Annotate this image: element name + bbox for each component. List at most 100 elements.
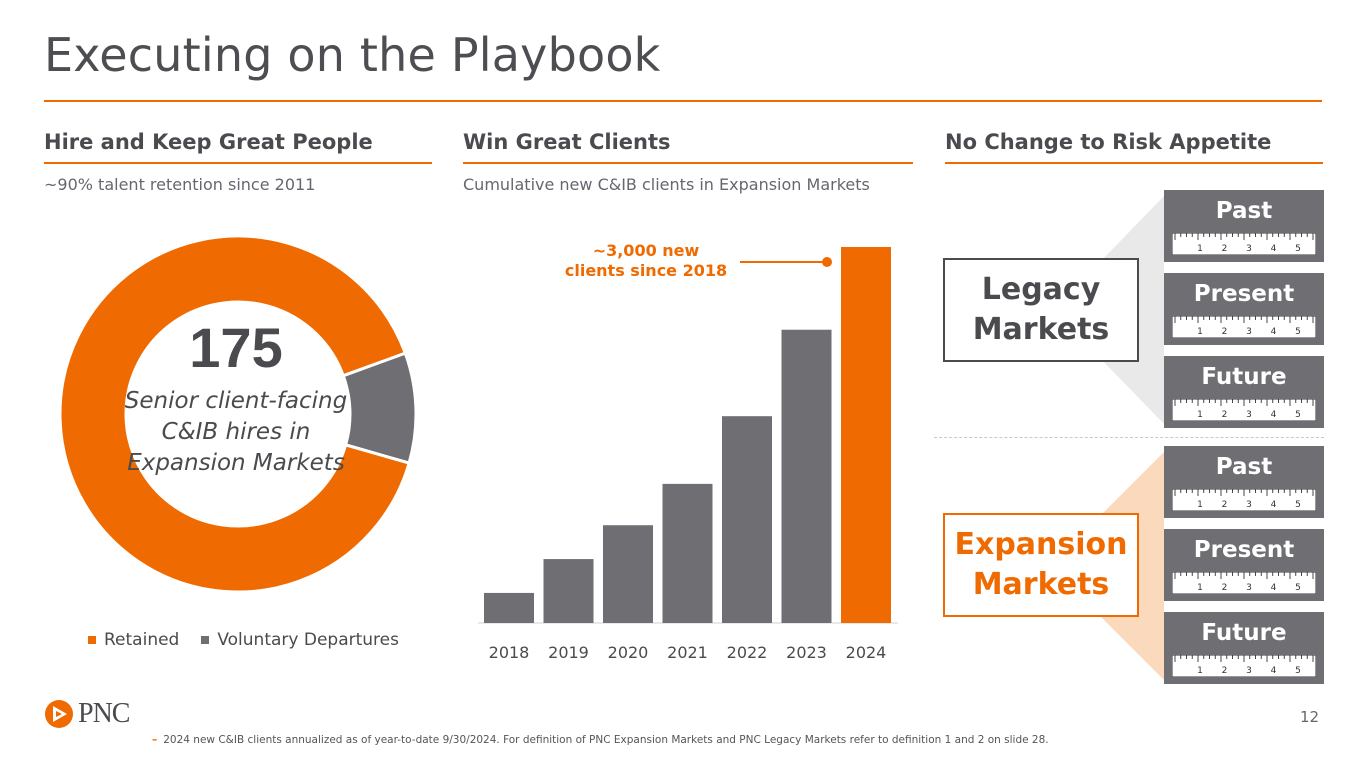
- risk-heading-rule: [945, 162, 1323, 164]
- legend-swatch-retained: [88, 636, 96, 644]
- legacy-markets-box: Legacy Markets: [943, 258, 1139, 362]
- x-tick-2019: 2019: [548, 643, 589, 662]
- market-divider: [934, 437, 1324, 438]
- ruler-body: [1172, 489, 1316, 511]
- page-number: 12: [1300, 708, 1320, 726]
- ruler-number: 1: [1197, 244, 1203, 254]
- ruler-number: 4: [1271, 244, 1277, 254]
- legend-item-departures: Voluntary Departures: [201, 630, 399, 650]
- legend-label-retained: Retained: [104, 630, 180, 650]
- x-tick-2021: 2021: [667, 643, 708, 662]
- ruler-number: 1: [1197, 666, 1203, 676]
- bar-2020: [603, 525, 653, 623]
- ruler-body: [1172, 655, 1316, 677]
- footnote-marker: –: [152, 734, 158, 746]
- ruler-number: 2: [1222, 244, 1228, 254]
- pnc-logo-text: PNC: [78, 698, 130, 729]
- ruler-card-future: Future 1 2 3 4 5: [1164, 612, 1324, 684]
- x-tick-2018: 2018: [489, 643, 530, 662]
- ruler-icon: 1 2 3 4 5: [1172, 399, 1316, 421]
- ruler-number: 2: [1222, 500, 1228, 510]
- ruler-number: 3: [1246, 500, 1252, 510]
- ruler-number: 2: [1222, 410, 1228, 420]
- ruler-number: 3: [1246, 244, 1252, 254]
- bar-2022: [722, 416, 772, 623]
- ruler-card-label: Past: [1215, 454, 1273, 480]
- retention-donut-chart: [58, 234, 418, 594]
- annotation-dot: [822, 257, 832, 267]
- bar-2024: [841, 247, 891, 623]
- bar-2021: [662, 483, 713, 623]
- legend-item-retained: Retained: [88, 630, 179, 650]
- expansion-markets-box: Expansion Markets: [943, 513, 1139, 617]
- ruler-card-label: Past: [1215, 198, 1273, 224]
- ruler-number: 4: [1271, 327, 1277, 337]
- ruler-card-future: Future 1 2 3 4 5: [1164, 356, 1324, 428]
- ruler-number: 4: [1271, 583, 1277, 593]
- ruler-number: 5: [1295, 666, 1301, 676]
- ruler-icon: 1 2 3 4 5: [1172, 316, 1316, 338]
- ruler-number: 1: [1197, 500, 1203, 510]
- risk-heading: No Change to Risk Appetite: [945, 130, 1272, 154]
- x-tick-2020: 2020: [608, 643, 649, 662]
- title-divider: [44, 100, 1322, 102]
- ruler-card-label: Present: [1193, 537, 1295, 563]
- legend-label-departures: Voluntary Departures: [217, 630, 399, 650]
- ruler-number: 5: [1295, 244, 1301, 254]
- donut-center-label: 175 Senior client-facing C&IB hires in E…: [116, 320, 356, 479]
- ruler-number: 5: [1295, 410, 1301, 420]
- ruler-number: 5: [1295, 583, 1301, 593]
- clients-heading: Win Great Clients: [463, 130, 671, 154]
- ruler-number: 5: [1295, 327, 1301, 337]
- x-tick-2022: 2022: [727, 643, 768, 662]
- donut-slice-retained: [58, 234, 411, 594]
- ruler-number: 2: [1222, 583, 1228, 593]
- ruler-body: [1172, 233, 1316, 255]
- pnc-logo: PNC: [44, 698, 130, 730]
- ruler-number: 4: [1271, 666, 1277, 676]
- ruler-icon: 1 2 3 4 5: [1172, 233, 1316, 255]
- hires-count: 175: [189, 316, 283, 379]
- ruler-number: 1: [1197, 583, 1203, 593]
- bar-2023: [781, 329, 832, 623]
- hires-description: Senior client-facing C&IB hires in Expan…: [124, 388, 348, 476]
- people-subtitle: ~90% talent retention since 2011: [44, 175, 316, 194]
- ruler-number: 3: [1246, 327, 1252, 337]
- ruler-number: 4: [1271, 410, 1277, 420]
- bar-2018: [484, 592, 534, 623]
- ruler-number: 4: [1271, 500, 1277, 510]
- ruler-body: [1172, 399, 1316, 421]
- ruler-card-present: Present 1 2 3 4 5: [1164, 273, 1324, 345]
- ruler-card-label: Future: [1201, 620, 1287, 646]
- ruler-number: 3: [1246, 410, 1252, 420]
- ruler-number: 3: [1246, 666, 1252, 676]
- x-tick-2024: 2024: [846, 643, 887, 662]
- new-clients-bar-chart: 2018 2019 2020 2021 2022 2023 2024: [478, 247, 898, 662]
- ruler-icon: 1 2 3 4 5: [1172, 489, 1316, 511]
- ruler-body: [1172, 572, 1316, 594]
- footnote: – 2024 new C&IB clients annualized as of…: [152, 734, 1049, 746]
- pnc-logo-icon: [45, 700, 73, 728]
- ruler-body: [1172, 316, 1316, 338]
- bar-annotation: ~3,000 new clients since 2018: [564, 241, 728, 280]
- ruler-number: 1: [1197, 410, 1203, 420]
- ruler-card-label: Future: [1201, 364, 1287, 390]
- slide-title: Executing on the Playbook: [44, 28, 661, 82]
- ruler-card-present: Present 1 2 3 4 5: [1164, 529, 1324, 601]
- ruler-number: 5: [1295, 500, 1301, 510]
- legend-swatch-departures: [201, 636, 210, 644]
- ruler-number: 1: [1197, 327, 1203, 337]
- clients-subtitle: Cumulative new C&IB clients in Expansion…: [463, 175, 870, 194]
- ruler-card-label: Present: [1193, 281, 1295, 307]
- ruler-number: 2: [1222, 666, 1228, 676]
- ruler-card-past: Past 1 2 3 4 5: [1164, 190, 1324, 262]
- bar-2019: [543, 559, 594, 623]
- people-heading-rule: [44, 162, 432, 164]
- clients-heading-rule: [463, 162, 913, 164]
- ruler-number: 3: [1246, 583, 1252, 593]
- ruler-icon: 1 2 3 4 5: [1172, 572, 1316, 594]
- ruler-icon: 1 2 3 4 5: [1172, 655, 1316, 677]
- footnote-text: 2024 new C&IB clients annualized as of y…: [163, 734, 1049, 746]
- people-heading: Hire and Keep Great People: [44, 130, 373, 154]
